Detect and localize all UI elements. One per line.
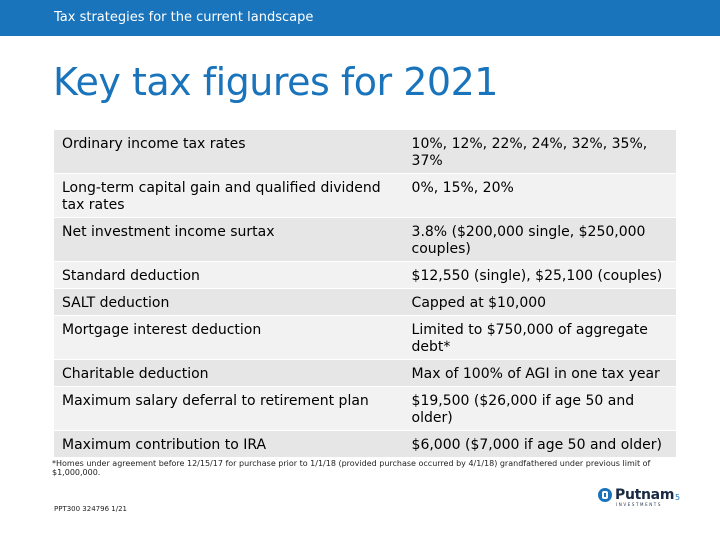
row-label: Long-term capital gain and qualified div… bbox=[54, 173, 404, 218]
table-row: Long-term capital gain and qualified div… bbox=[54, 173, 676, 218]
putnam-logo: Putnam INVESTMENTS bbox=[598, 487, 674, 509]
row-value: $19,500 ($26,000 if age 50 and older) bbox=[403, 386, 676, 431]
putnam-logo-icon bbox=[598, 488, 612, 502]
logo-wordmark: Putnam bbox=[615, 487, 675, 503]
row-label: Mortgage interest deduction bbox=[54, 315, 404, 360]
document-code: PPT300 324796 1/21 bbox=[54, 505, 127, 513]
row-label: Charitable deduction bbox=[54, 359, 404, 387]
header-text: Tax strategies for the current landscape bbox=[54, 10, 314, 25]
row-value: 3.8% ($200,000 single, $250,000 couples) bbox=[403, 217, 676, 262]
row-value: 0%, 15%, 20% bbox=[403, 173, 676, 218]
row-label: Standard deduction bbox=[54, 261, 404, 289]
table-row: Maximum contribution to IRA $6,000 ($7,00… bbox=[54, 430, 676, 458]
row-value: $6,000 ($7,000 if age 50 and older) bbox=[403, 430, 676, 458]
table-row: SALT deduction Capped at $10,000 bbox=[54, 288, 676, 316]
table-row: Ordinary income tax rates 10%, 12%, 22%, … bbox=[54, 130, 676, 174]
row-label: Net investment income surtax bbox=[54, 217, 404, 262]
row-value: Limited to $750,000 of aggregate debt* bbox=[403, 315, 676, 360]
row-label: SALT deduction bbox=[54, 288, 404, 316]
slide-title: Key tax figures for 2021 bbox=[53, 60, 498, 104]
row-label: Maximum salary deferral to retirement pl… bbox=[54, 386, 404, 431]
header-bar: Tax strategies for the current landscape bbox=[0, 0, 720, 36]
logo-subtext: INVESTMENTS bbox=[616, 502, 662, 507]
page-number: 5 bbox=[675, 493, 681, 502]
row-label: Maximum contribution to IRA bbox=[54, 430, 404, 458]
row-value: Max of 100% of AGI in one tax year bbox=[403, 359, 676, 387]
row-value: 10%, 12%, 22%, 24%, 32%, 35%, 37% bbox=[403, 130, 676, 174]
row-value: $12,550 (single), $25,100 (couples) bbox=[403, 261, 676, 289]
table-row: Standard deduction $12,550 (single), $25,… bbox=[54, 261, 676, 289]
table-row: Mortgage interest deduction Limited to $7… bbox=[54, 315, 676, 360]
table-row: Net investment income surtax 3.8% ($200,0… bbox=[54, 217, 676, 262]
row-label: Ordinary income tax rates bbox=[54, 130, 404, 174]
table-row: Maximum salary deferral to retirement pl… bbox=[54, 386, 676, 431]
tax-figures-table: Ordinary income tax rates 10%, 12%, 22%, … bbox=[54, 130, 676, 458]
footnote: *Homes under agreement before 12/15/17 f… bbox=[52, 459, 651, 477]
row-value: Capped at $10,000 bbox=[403, 288, 676, 316]
table-row: Charitable deduction Max of 100% of AGI i… bbox=[54, 359, 676, 387]
